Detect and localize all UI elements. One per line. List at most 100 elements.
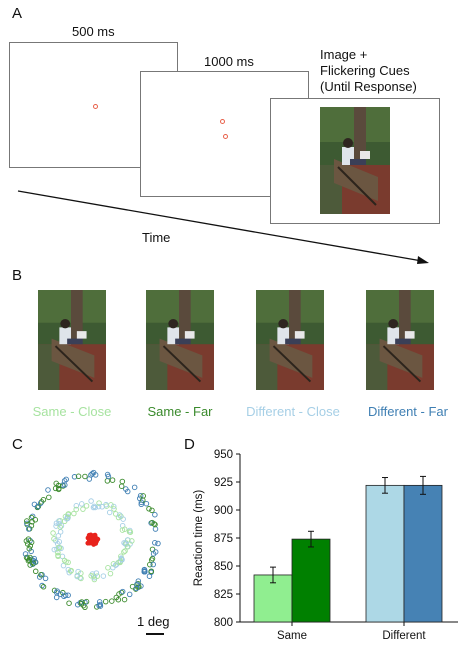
time-arrow <box>17 190 429 264</box>
y-tick-label: 950 <box>214 449 233 461</box>
cue-location-dot <box>39 582 45 589</box>
cue-location-dot <box>38 572 44 578</box>
time-axis-label: Time <box>142 230 171 245</box>
y-tick-label: 900 <box>214 505 233 517</box>
cue-location-dot <box>119 588 126 595</box>
cue-location-dot <box>121 540 127 546</box>
cue-location-dot <box>82 473 88 480</box>
bar-different-close <box>365 484 405 623</box>
scene-photo-different-far <box>366 290 434 390</box>
cue-location-dot <box>149 546 156 553</box>
cue-location-dot <box>55 549 61 556</box>
cue-location-dot <box>63 559 69 565</box>
cue-location-dot <box>32 559 39 565</box>
cue-location-dot <box>136 495 143 502</box>
cue-location-dot <box>57 524 63 530</box>
cue-location-dot <box>28 539 35 546</box>
cue-location-dot <box>55 533 62 539</box>
cue-location-dot <box>103 501 109 508</box>
cue-location-dot <box>109 598 115 604</box>
cue-location-dot <box>127 529 134 535</box>
y-tick-label: 825 <box>214 589 233 601</box>
cue-location-dot <box>53 594 60 601</box>
cue-location-dot <box>111 506 117 512</box>
y-tick-label: 875 <box>214 533 233 545</box>
cue-location-dot <box>143 500 150 507</box>
cue-location-dot <box>28 522 35 529</box>
scene-photo-same-far <box>146 290 214 390</box>
center-cue-dot <box>86 532 92 538</box>
cue-location-dot <box>91 576 98 583</box>
condition-label-same-far: Same - Far <box>147 404 213 419</box>
cue-location-dot <box>25 536 32 542</box>
reaction-time-chart: 800 825 850 875 900 925 950 Reaction time (ms) S… <box>193 449 458 642</box>
cue-location-dot <box>52 485 59 492</box>
frame3-label-line3: (Until Response) <box>320 79 417 94</box>
cue-location-dot <box>56 485 62 492</box>
cue-dot-2 <box>223 134 228 139</box>
cue-location-dot <box>55 482 62 489</box>
cue-location-dot <box>131 484 138 491</box>
cue-location-dot <box>150 561 156 568</box>
cue-location-dot <box>56 539 63 545</box>
park-bench-scene <box>320 107 390 214</box>
scene-photo-different-close <box>256 290 324 390</box>
cue-location-dot <box>27 554 33 561</box>
cue-location-dot <box>120 516 126 522</box>
cue-location-dot <box>57 591 64 597</box>
cue-location-dot <box>88 498 94 504</box>
cue-location-dot <box>105 565 111 571</box>
cue-location-dot <box>115 596 122 603</box>
cue-location-dot <box>66 600 72 606</box>
cue-location-dot <box>22 551 29 557</box>
panel-label-b: B <box>12 267 23 284</box>
cue-location-dot <box>62 592 69 599</box>
cue-location-dot <box>149 507 155 514</box>
cue-location-dot <box>121 596 128 603</box>
cue-location-dot <box>96 599 103 605</box>
cue-location-dot <box>25 526 32 532</box>
y-axis-label: Reaction time (ms) <box>193 490 205 587</box>
cue-location-dot <box>82 599 88 606</box>
cue-location-dot <box>121 549 127 555</box>
cue-location-dot <box>148 568 155 574</box>
cue-location-dot <box>106 509 113 516</box>
cue-location-dot <box>51 546 58 553</box>
cue-location-dot <box>45 487 51 493</box>
cue-location-dot <box>151 521 157 527</box>
cue-location-dot <box>125 543 131 550</box>
cue-location-dot <box>71 510 77 517</box>
cue-location-dot <box>78 570 84 577</box>
cue-location-dot <box>27 543 34 549</box>
cue-location-dot <box>46 494 52 501</box>
cue-location-dot <box>152 521 158 528</box>
cue-location-dot <box>119 478 126 485</box>
cue-location-dot <box>134 581 140 588</box>
cue-location-dot <box>96 500 102 506</box>
cue-location-dot <box>37 500 44 506</box>
cue-location-dot <box>65 559 71 566</box>
y-tick-label: 925 <box>214 477 233 489</box>
cue-location-dot <box>152 540 158 546</box>
cue-location-dot <box>105 473 112 480</box>
panel-label-c: C <box>12 436 23 453</box>
cue-location-dot <box>96 602 102 609</box>
cue-location-dot <box>100 573 107 579</box>
cue-location-dot <box>119 527 126 533</box>
cue-location-dot <box>93 570 100 576</box>
cue-location-dot <box>56 518 62 524</box>
cue-location-dot <box>75 568 81 575</box>
cue-location-dot <box>122 548 128 554</box>
cue-location-dot <box>56 544 62 551</box>
panel-label-d: D <box>184 436 195 453</box>
cue-location-dot <box>25 557 32 564</box>
cue-location-dot <box>97 601 103 608</box>
center-cue-dot <box>91 533 97 538</box>
cue-location-dot <box>133 585 140 592</box>
cue-location-dot <box>112 562 119 568</box>
cue-location-dot <box>64 513 71 520</box>
cue-location-dot <box>65 592 71 598</box>
cue-location-dot <box>78 601 85 607</box>
cue-dot-1 <box>220 119 225 124</box>
cue-location-dot <box>88 573 94 579</box>
